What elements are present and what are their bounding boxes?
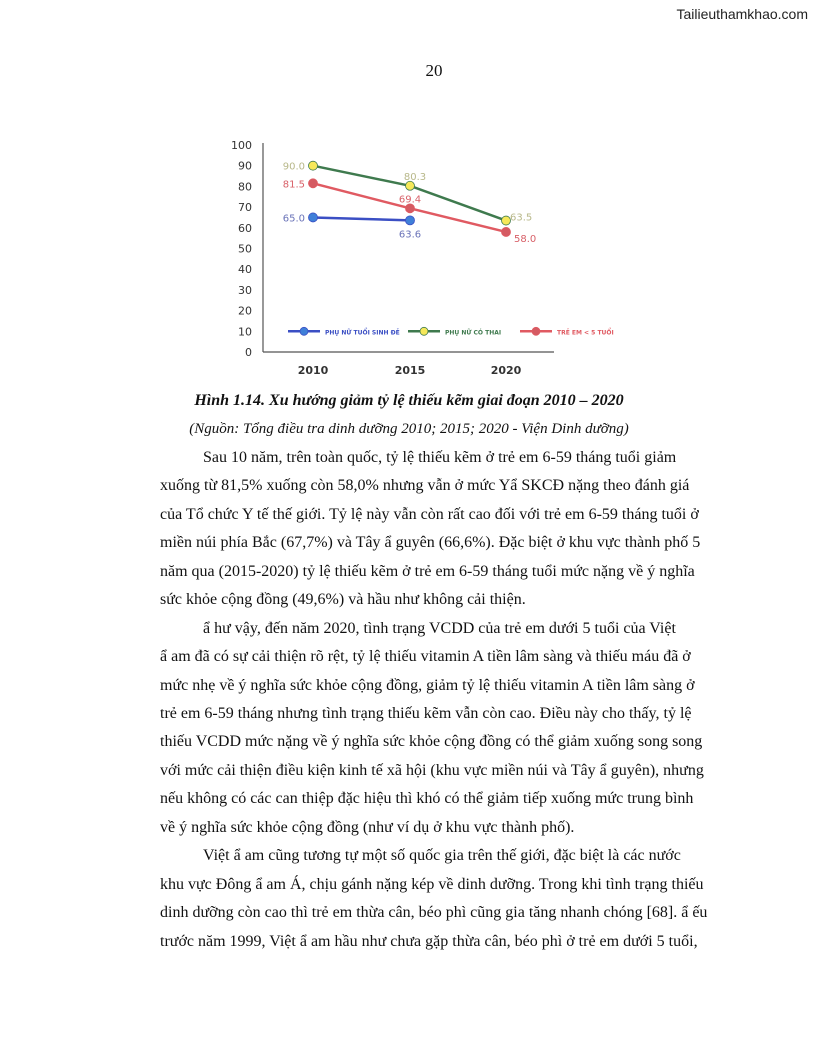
x-tick-label: 2010: [298, 364, 329, 377]
y-tick-label: 40: [238, 263, 252, 276]
figure-source: (Nguồn: Tổng điều tra dinh dưỡng 2010; 2…: [189, 421, 629, 438]
legend-label: TRẺ EM < 5 TUỔI: [557, 328, 614, 336]
text-line: miền núi phía Bắc (67,7%) và Tây ẩ guyên…: [160, 534, 701, 552]
y-tick-label: 70: [238, 201, 252, 214]
text-line: ẩ am đã có sự cải thiện rõ rệt, tỷ lệ th…: [160, 648, 691, 666]
text-line: thiếu VCDD mức nặng về ý nghĩa sức khỏe …: [160, 733, 703, 751]
text-line: Sau 10 năm, trên toàn quốc, tỷ lệ thiếu …: [203, 448, 677, 466]
figure-caption: Hình 1.14. Xu hướng giảm tỷ lệ thiếu kẽm…: [194, 392, 624, 409]
text-line: xuống từ 81,5% xuống còn 58,0% nhưng vẫn…: [160, 477, 690, 495]
text-line: trẻ em 6-59 tháng nhưng tình trạng thiếu…: [160, 704, 692, 722]
data-label: 63.5: [510, 213, 532, 224]
data-point: [501, 215, 511, 226]
data-label: 90.0: [283, 162, 305, 173]
y-tick-label: 100: [231, 139, 252, 152]
y-tick-label: 50: [238, 243, 252, 256]
y-tick-label: 20: [238, 305, 252, 318]
data-point: [501, 227, 511, 237]
legend-marker: [299, 326, 309, 336]
text-line: sức khỏe cộng đồng (49,6%) và hầu như kh…: [160, 591, 526, 609]
data-label: 63.6: [399, 229, 421, 240]
text-line: năm qua (2015-2020) tỷ lệ thiếu kẽm ở tr…: [160, 562, 695, 580]
data-point: [308, 178, 318, 189]
data-point: [405, 180, 415, 191]
text-line: dinh dưỡng còn cao thì trẻ em thừa cân, …: [160, 904, 708, 922]
paragraph: Việt ẩ am cũng tương tự một số quốc gia …: [160, 842, 708, 956]
paragraph: Sau 10 năm, trên toàn quốc, tỷ lệ thiếu …: [160, 444, 701, 615]
data-label: 81.5: [283, 179, 305, 190]
data-label: 58.0: [514, 234, 536, 245]
x-tick-label: 2020: [491, 364, 522, 377]
y-tick-label: 80: [238, 180, 252, 193]
data-point: [308, 212, 318, 223]
text-line: trước năm 1999, Việt ẩ am hầu như chưa g…: [160, 932, 698, 950]
x-tick-label: 2015: [395, 364, 426, 377]
y-tick-label: 30: [238, 284, 252, 297]
y-tick-label: 0: [245, 346, 252, 359]
y-tick-label: 90: [238, 160, 252, 173]
series-line-0: [312, 216, 411, 222]
data-label: 65.0: [283, 213, 305, 224]
text-line: nếu không có các can thiệp đặc hiệu thì …: [160, 790, 694, 808]
legend-label: PHỤ NỮ TUỔI SINH ĐẺ: [325, 328, 400, 336]
text-line: mức nhẹ về ý nghĩa sức khỏe cộng đồng, g…: [160, 676, 695, 694]
legend-label: PHỤ NỮ CÓ THAI: [445, 329, 501, 336]
text-line: Việt ẩ am cũng tương tự một số quốc gia …: [203, 847, 681, 865]
page-number: 20: [425, 61, 443, 80]
data-point: [405, 203, 415, 214]
watermark: Tailieuthamkhao.com: [676, 6, 808, 22]
text-line: khu vực Đông ẩ am Á, chịu gánh nặng kép …: [160, 875, 704, 893]
text-line: của Tổ chức Y tế thế giới. Tỷ lệ này vẫn…: [160, 505, 699, 523]
data-point: [308, 160, 318, 171]
text-line: về ý nghĩa sức khỏe cộng đồng (như ví dụ…: [160, 818, 575, 836]
y-tick-label: 60: [238, 222, 252, 235]
text-line: ẩ hư vậy, đến năm 2020, tình trạng VCDD …: [203, 619, 676, 637]
y-tick-label: 10: [238, 325, 252, 338]
legend-marker: [419, 326, 429, 336]
text-line: với mức cải thiện điều kiện kinh tế xã h…: [160, 761, 704, 779]
data-label: 80.3: [404, 172, 426, 183]
data-label: 69.4: [399, 194, 421, 205]
document-body: Hình 1.14. Xu hướng giảm tỷ lệ thiếu kẽm…: [160, 387, 708, 956]
data-point: [405, 215, 415, 226]
paragraph: ẩ hư vậy, đến năm 2020, tình trạng VCDD …: [160, 615, 704, 843]
legend-marker: [531, 326, 541, 336]
zinc-deficiency-line-chart: 0 10 20 30 40 50 60 70 80 90 100 2010 2015 2020 65.0 63…: [231, 139, 614, 377]
